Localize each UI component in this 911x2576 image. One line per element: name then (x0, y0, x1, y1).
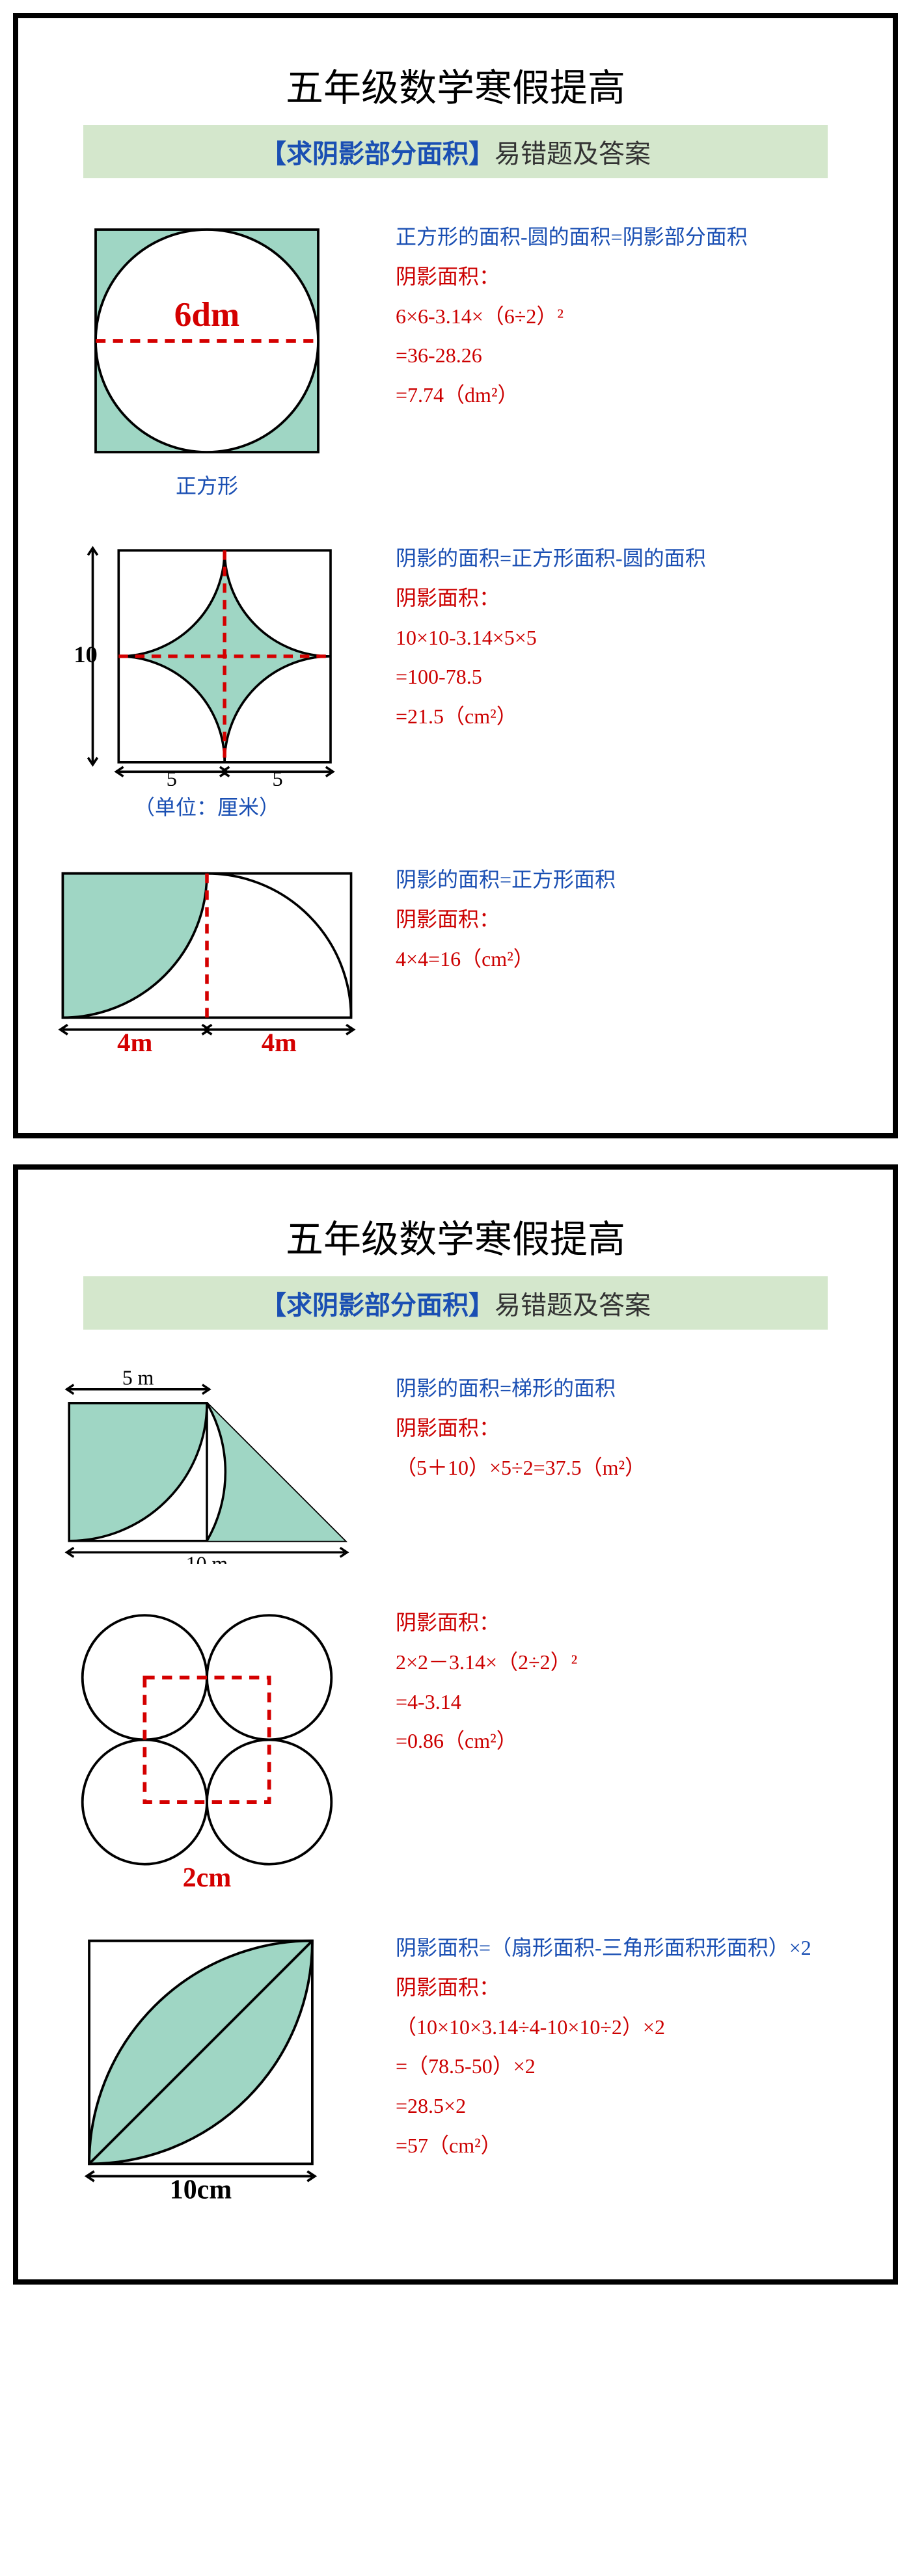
page-title: 五年级数学寒假提高 (44, 1209, 867, 1263)
calc-line: （5＋10）×5÷2=37.5（m²） (396, 1448, 867, 1488)
diagram-6: 10cm (44, 1928, 370, 2201)
calc-line: 阴影面积： (396, 578, 867, 618)
calc-line: 阴影面积： (396, 257, 867, 297)
formula-line: 阴影面积=（扇形面积-三角形面积形面积）×2 (396, 1928, 867, 1968)
diagram-4: 5 m 10 m (44, 1369, 370, 1564)
explain-4: 阴影的面积=梯形的面积 阴影面积： （5＋10）×5÷2=37.5（m²） (396, 1369, 867, 1487)
svg-text:10cm: 10cm (170, 2175, 232, 2201)
subtitle-rest: 易错题及答案 (495, 1291, 651, 1320)
calc-line: =（78.5-50）×2 (396, 2046, 867, 2086)
calc-line: =28.5×2 (396, 2086, 867, 2126)
calc-line: =7.74（dm²） (396, 375, 867, 415)
subtitle: 【求阴影部分面积】易错题及答案 (83, 125, 828, 178)
four-circles-icon: 2cm (64, 1603, 350, 1889)
explain-6: 阴影面积=（扇形面积-三角形面积形面积）×2 阴影面积： （10×10×3.14… (396, 1928, 867, 2166)
diagram-2: 10 5 5 （单位：厘 (44, 539, 370, 821)
svg-text:5: 5 (167, 768, 177, 786)
subtitle-bracket: 【求阴影部分面积】 (260, 139, 495, 168)
calc-line: =57（cm²） (396, 2126, 867, 2166)
diagram-1-caption: 正方形 (176, 470, 238, 500)
diagram-5: 2cm (44, 1603, 370, 1889)
page-title: 五年级数学寒假提高 (44, 57, 867, 112)
astroid-icon: 10 5 5 (70, 539, 344, 786)
svg-text:2cm: 2cm (183, 1863, 232, 1889)
calc-line: 2×2－3.14×（2÷2）² (396, 1643, 867, 1682)
half-rect-arcs-icon: 4m 4m (51, 860, 363, 1055)
calc-line: 阴影面积： (396, 1603, 867, 1643)
calc-line: =36-28.26 (396, 336, 867, 375)
explain-5: 阴影面积： 2×2－3.14×（2÷2）² =4-3.14 =0.86（cm²） (396, 1603, 867, 1761)
calc-line: 6×6-3.14×（6÷2）² (396, 297, 867, 336)
calc-line: =4-3.14 (396, 1682, 867, 1722)
calc-line: =100-78.5 (396, 657, 867, 697)
svg-text:4m: 4m (262, 1028, 297, 1055)
problem-3: 4m 4m 阴影的面积=正方形面积 阴影面积： 4×4=16（cm²） (44, 860, 867, 1055)
problem-6: 10cm 阴影面积=（扇形面积-三角形面积形面积）×2 阴影面积： （10×10… (44, 1928, 867, 2201)
explain-2: 阴影的面积=正方形面积-圆的面积 阴影面积： 10×10-3.14×5×5 =1… (396, 539, 867, 736)
problem-4: 5 m 10 m 阴影的面积=梯形的面积 阴影面积： （5＋10）×5÷2=37… (44, 1369, 867, 1564)
page-1: 五年级数学寒假提高 【求阴影部分面积】易错题及答案 6dm 正方形 正方形的面积… (13, 13, 898, 1138)
explain-1: 正方形的面积-圆的面积=阴影部分面积 阴影面积： 6×6-3.14×（6÷2）²… (396, 217, 867, 415)
square-minus-circle-icon: 6dm (83, 217, 331, 464)
calc-line: 4×4=16（cm²） (396, 939, 867, 979)
calc-line: 10×10-3.14×5×5 (396, 618, 867, 658)
calc-line: =21.5（cm²） (396, 697, 867, 736)
formula-line: 正方形的面积-圆的面积=阴影部分面积 (396, 217, 867, 257)
svg-text:10 m: 10 m (186, 1553, 228, 1564)
diagram-2-caption: （单位：厘米） (134, 791, 280, 821)
explain-3: 阴影的面积=正方形面积 阴影面积： 4×4=16（cm²） (396, 860, 867, 978)
problem-5: 2cm 阴影面积： 2×2－3.14×（2÷2）² =4-3.14 =0.86（… (44, 1603, 867, 1889)
formula-line: 阴影的面积=正方形面积 (396, 860, 867, 900)
subtitle: 【求阴影部分面积】易错题及答案 (83, 1276, 828, 1330)
svg-text:4m: 4m (117, 1028, 152, 1055)
formula-line: 阴影的面积=梯形的面积 (396, 1369, 867, 1408)
problem-1: 6dm 正方形 正方形的面积-圆的面积=阴影部分面积 阴影面积： 6×6-3.1… (44, 217, 867, 500)
svg-text:6dm: 6dm (174, 295, 239, 334)
problem-2: 10 5 5 （单位：厘 (44, 539, 867, 821)
calc-line: （10×10×3.14÷4-10×10÷2）×2 (396, 2007, 867, 2047)
diagram-1: 6dm 正方形 (44, 217, 370, 500)
page-2: 五年级数学寒假提高 【求阴影部分面积】易错题及答案 5 m 10 m (13, 1164, 898, 2285)
calc-line: =0.86（cm²） (396, 1721, 867, 1761)
lens-icon: 10cm (77, 1928, 337, 2201)
svg-text:5: 5 (272, 768, 282, 786)
calc-line: 阴影面积： (396, 1968, 867, 2007)
svg-text:5 m: 5 m (122, 1369, 154, 1389)
calc-line: 阴影面积： (396, 1408, 867, 1448)
formula-line: 阴影的面积=正方形面积-圆的面积 (396, 539, 867, 578)
subtitle-bracket: 【求阴影部分面积】 (260, 1291, 495, 1320)
trapezoid-icon: 5 m 10 m (44, 1369, 370, 1564)
subtitle-rest: 易错题及答案 (495, 139, 651, 168)
diagram-3: 4m 4m (44, 860, 370, 1055)
calc-line: 阴影面积： (396, 900, 867, 939)
